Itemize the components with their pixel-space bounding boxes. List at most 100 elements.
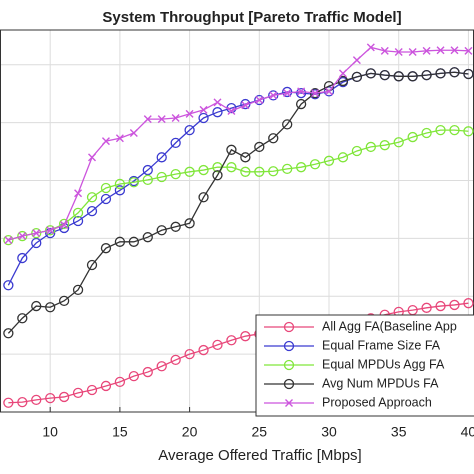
- point: [365, 141, 376, 153]
- point: [156, 171, 167, 183]
- point: [282, 163, 293, 175]
- point: [240, 152, 251, 163]
- point: [157, 115, 166, 124]
- point: [156, 152, 167, 163]
- point: [142, 174, 153, 186]
- point: [184, 218, 195, 229]
- point: [464, 46, 473, 55]
- point: [171, 113, 180, 122]
- point: [45, 302, 56, 313]
- point: [325, 87, 334, 96]
- point: [3, 397, 14, 408]
- point: [351, 145, 363, 157]
- point: [212, 339, 223, 351]
- point: [170, 137, 181, 149]
- point: [449, 124, 460, 136]
- legend-marker: [283, 321, 295, 333]
- point: [101, 137, 110, 146]
- point: [58, 295, 70, 307]
- point: [45, 228, 56, 239]
- x-tick-label: 15: [112, 424, 128, 440]
- point: [226, 162, 237, 173]
- point: [156, 225, 167, 236]
- point: [198, 344, 209, 356]
- point: [4, 236, 13, 245]
- point: [295, 162, 307, 173]
- point: [31, 394, 42, 405]
- point: [100, 193, 112, 205]
- point: [227, 107, 236, 116]
- x-tick-label: 10: [42, 424, 58, 440]
- point: [142, 164, 153, 176]
- point: [323, 155, 335, 166]
- point: [3, 280, 14, 291]
- point: [337, 152, 349, 163]
- point: [86, 259, 98, 271]
- point: [74, 189, 83, 198]
- point: [3, 234, 14, 246]
- point: [407, 71, 418, 82]
- point: [170, 168, 181, 180]
- point: [100, 243, 112, 254]
- point: [114, 376, 126, 388]
- point: [394, 47, 403, 56]
- point: [17, 252, 28, 264]
- point: [198, 164, 209, 176]
- point: [17, 397, 28, 408]
- point: [142, 366, 153, 378]
- legend-marker: [285, 399, 293, 407]
- point: [254, 166, 265, 177]
- point: [184, 166, 195, 177]
- point: [379, 69, 390, 81]
- point: [31, 300, 42, 312]
- point: [100, 380, 112, 392]
- legend-marker: [283, 378, 295, 390]
- point: [463, 298, 474, 309]
- point: [170, 221, 181, 232]
- x-tick-label: 30: [321, 424, 337, 440]
- point: [128, 370, 139, 382]
- point: [198, 192, 209, 203]
- point: [86, 206, 98, 217]
- point: [380, 46, 389, 55]
- point: [297, 87, 306, 96]
- legend-label: Equal Frame Size FA: [322, 338, 441, 352]
- point: [184, 124, 195, 136]
- point: [254, 94, 265, 106]
- point: [212, 107, 223, 118]
- point: [422, 46, 431, 55]
- point: [393, 137, 404, 148]
- point: [143, 115, 152, 124]
- point: [226, 335, 237, 346]
- point: [241, 101, 250, 110]
- point: [449, 67, 460, 78]
- x-axis-label: Average Offered Traffic [Mbps]: [158, 447, 361, 464]
- point: [18, 232, 27, 241]
- legend-marker: [283, 359, 295, 371]
- point: [213, 98, 222, 107]
- point: [142, 232, 153, 243]
- point: [269, 91, 278, 100]
- point: [435, 124, 446, 136]
- point: [128, 177, 139, 188]
- point: [255, 96, 264, 105]
- point: [421, 302, 432, 313]
- x-tick-label: 20: [182, 424, 198, 440]
- point: [198, 112, 209, 124]
- point: [170, 354, 181, 366]
- legend: All Agg FA(Baseline App Equal Frame Size …: [255, 314, 474, 417]
- point: [60, 221, 69, 230]
- point: [114, 236, 126, 247]
- series-line: [7, 71, 469, 286]
- point: [86, 384, 98, 396]
- legend-label: Proposed Approach: [322, 395, 432, 409]
- legend-label: All Agg FA(Baseline App: [322, 319, 457, 333]
- point: [240, 331, 251, 342]
- point: [72, 207, 84, 219]
- point: [463, 68, 474, 80]
- series-line: [7, 71, 469, 334]
- point: [282, 119, 293, 130]
- point: [283, 89, 292, 98]
